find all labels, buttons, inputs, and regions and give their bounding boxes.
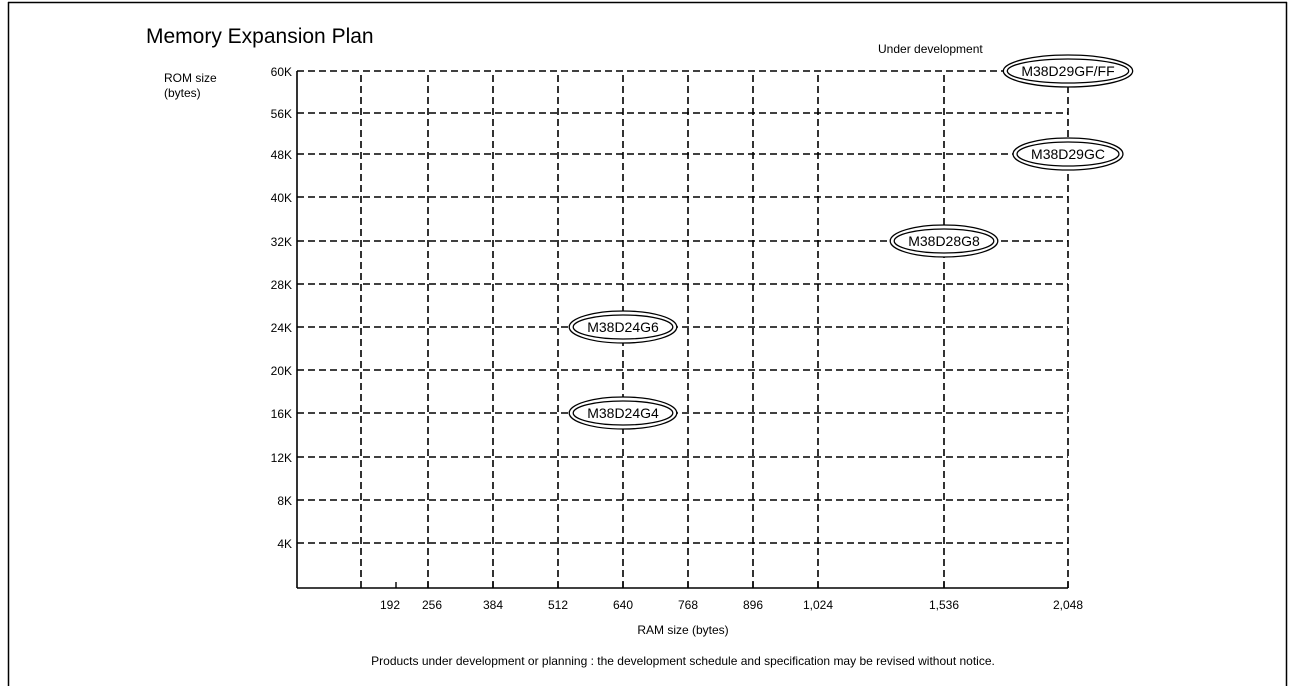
x-tick-label-3: 512 xyxy=(548,598,568,612)
product-marker-1: M38D24G6 xyxy=(568,310,678,344)
x-tick-label-9: 2,048 xyxy=(1053,598,1083,612)
product-marker-2: M38D28G8 xyxy=(889,224,999,258)
product-label-4: M38D29GF/FF xyxy=(1021,63,1114,79)
product-ellipse-inner-3 xyxy=(1016,141,1120,167)
y-tick-label-5: 24K xyxy=(271,321,292,335)
x-tick-label-7: 1,024 xyxy=(803,598,833,612)
chart-title: Memory Expansion Plan xyxy=(146,25,374,48)
product-markers: M38D24G4 M38D24G6 M38D28G8 M38D29GC M38D29GF… xyxy=(568,54,1134,430)
y-tick-label-7: 32K xyxy=(271,235,292,249)
x-tick-label-1: 256 xyxy=(422,598,442,612)
y-tick-label-11: 60K xyxy=(271,65,292,79)
y-tick-label-1: 8K xyxy=(277,494,292,508)
y-tick-label-6: 28K xyxy=(271,278,292,292)
y-tick-label-2: 12K xyxy=(271,451,292,465)
product-label-3: M38D29GC xyxy=(1031,146,1105,162)
product-ellipse-inner-1 xyxy=(572,314,674,340)
x-tick-label-8: 1,536 xyxy=(929,598,959,612)
x-tick-label-4: 640 xyxy=(613,598,633,612)
under-development-annotation: Under development xyxy=(878,42,983,56)
product-ellipse-outer-3 xyxy=(1012,137,1124,171)
product-ellipse-outer-2 xyxy=(889,224,999,258)
product-ellipse-outer-4 xyxy=(1002,54,1134,88)
product-marker-3: M38D29GC xyxy=(1012,137,1124,171)
x-tick-labels: 192 256 384 512 640 768 896 1,024 1,536 2,048 xyxy=(380,598,1083,612)
y-tick-label-0: 4K xyxy=(277,537,292,551)
y-tick-label-8: 40K xyxy=(271,191,292,205)
footnote: Products under development or planning :… xyxy=(371,654,995,668)
product-ellipse-inner-0 xyxy=(572,400,674,426)
product-marker-4: M38D29GF/FF xyxy=(1002,54,1134,88)
y-tick-label-10: 56K xyxy=(271,107,292,121)
axes xyxy=(296,71,1069,589)
x-tick-label-0: 192 xyxy=(380,598,400,612)
product-label-2: M38D28G8 xyxy=(908,233,980,249)
product-marker-0: M38D24G4 xyxy=(568,396,678,430)
product-label-1: M38D24G6 xyxy=(587,319,659,335)
y-tick-label-9: 48K xyxy=(271,148,292,162)
grid xyxy=(297,70,1069,588)
product-ellipse-outer-1 xyxy=(568,310,678,344)
product-label-0: M38D24G4 xyxy=(587,405,659,421)
y-tick-label-3: 16K xyxy=(271,407,292,421)
x-tick-label-5: 768 xyxy=(678,598,698,612)
product-ellipse-inner-2 xyxy=(893,228,995,254)
product-ellipse-inner-4 xyxy=(1006,58,1130,84)
x-tick-label-2: 384 xyxy=(483,598,503,612)
y-axis-label-line2: (bytes) xyxy=(164,86,201,100)
y-tick-label-4: 20K xyxy=(271,364,292,378)
x-tick-label-6: 896 xyxy=(743,598,763,612)
x-axis-label: RAM size (bytes) xyxy=(637,623,728,637)
product-ellipse-outer-0 xyxy=(568,396,678,430)
y-axis-label-line1: ROM size xyxy=(164,71,217,85)
y-tick-labels: 4K 8K 12K 16K 20K 24K 28K 32K 40K 48K 56K 60K xyxy=(271,65,292,551)
